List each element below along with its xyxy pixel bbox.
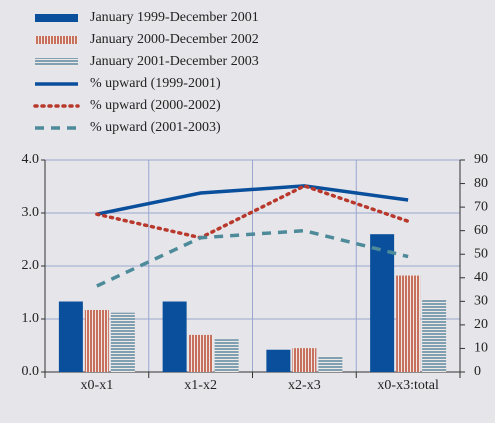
bar	[58, 301, 83, 372]
y2-tick-label: 80	[474, 176, 488, 191]
bar	[422, 299, 447, 372]
y2-tick-label: 20	[474, 317, 488, 332]
y-tick-label: 2.0	[22, 258, 40, 273]
y-tick-label: 0.0	[22, 364, 40, 379]
legend-label: January 2000-December 2002	[90, 32, 259, 47]
y2-tick-label: 50	[474, 246, 488, 261]
legend-label: January 2001-December 2003	[90, 54, 259, 69]
legend-label: % upward (2000-2002)	[90, 98, 221, 113]
y2-tick-label: 10	[474, 341, 488, 356]
line	[96, 184, 409, 216]
x-tick-label: x2-x3	[288, 378, 321, 393]
y2-tick-label: 70	[474, 199, 488, 214]
y2-tick-label: 30	[474, 294, 488, 309]
legend-swatch	[35, 14, 78, 22]
y2-tick-label: 60	[474, 223, 488, 238]
y2-tick-label: 90	[474, 152, 488, 167]
bar	[162, 301, 187, 372]
y2-tick-label: 0	[474, 364, 481, 379]
bar	[396, 275, 421, 372]
bar	[318, 356, 343, 372]
y-tick-label: 1.0	[22, 311, 40, 326]
x-tick-label: x1-x2	[184, 378, 217, 393]
bar	[84, 309, 109, 372]
line	[95, 184, 410, 240]
y-tick-label: 3.0	[22, 205, 40, 220]
line	[96, 228, 409, 288]
bar	[214, 339, 239, 372]
bar	[188, 334, 213, 372]
x-tick-label: x0-x3:total	[377, 378, 439, 393]
bar	[266, 349, 291, 372]
legend-swatch	[35, 58, 78, 66]
y2-tick-label: 40	[474, 270, 488, 285]
bar	[110, 312, 135, 372]
y-tick-label: 4.0	[22, 152, 40, 167]
x-tick-label: x0-x1	[81, 378, 114, 393]
legend-label: % upward (2001-2003)	[90, 120, 221, 135]
bar	[292, 348, 317, 372]
legend-swatch	[35, 36, 78, 44]
legend-label: January 1999-December 2001	[90, 10, 259, 25]
legend-label: % upward (1999-2001)	[90, 76, 221, 91]
bar	[370, 234, 395, 372]
